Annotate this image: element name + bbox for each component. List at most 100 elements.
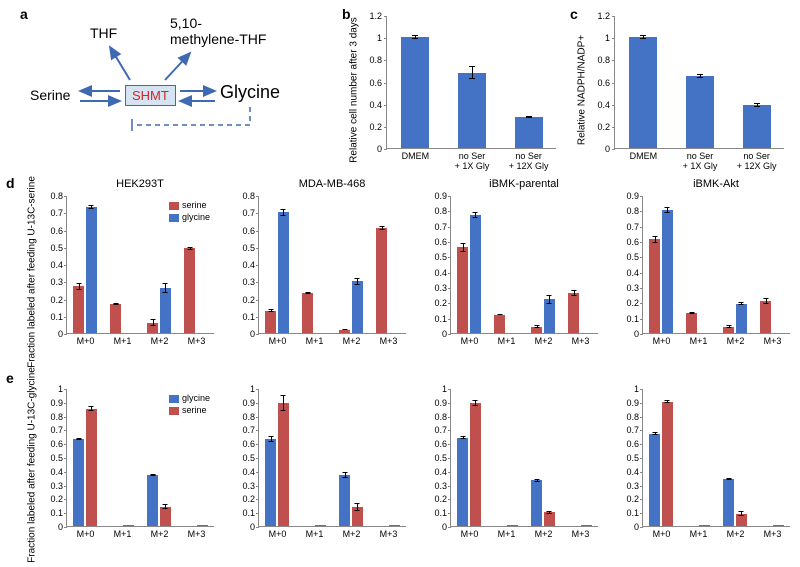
bar <box>470 215 482 333</box>
ytick: 0 <box>580 144 610 154</box>
grouped-chart: Fraction labeled after feeding U-13C-gly… <box>30 385 218 545</box>
plot-area: 00.10.20.30.40.50.60.70.8M+0M+1M+2M+3 <box>258 196 406 334</box>
grouped-chart: 00.10.20.30.40.50.60.70.80.91M+0M+1M+2M+… <box>414 385 602 545</box>
bar <box>110 304 122 333</box>
bar <box>470 403 482 526</box>
ytick: 0.2 <box>580 122 610 132</box>
legend-swatch <box>169 395 179 403</box>
bar <box>723 479 735 526</box>
panel-label-c: c <box>570 6 578 22</box>
bar <box>401 37 429 148</box>
bar <box>736 304 748 333</box>
ytick: 0.4 <box>580 100 610 110</box>
bar <box>649 434 661 526</box>
bar <box>160 507 172 526</box>
ylabel: Fraction labeled after feeding U-13C-gly… <box>27 367 38 563</box>
ytick: 1 <box>352 33 382 43</box>
legend-label: glycine <box>182 212 210 222</box>
chart-title: iBMK-parental <box>450 178 598 190</box>
bar <box>457 247 469 333</box>
ytick: 0.4 <box>352 100 382 110</box>
legend-swatch <box>169 202 179 210</box>
xtick: no Ser + 12X Gly <box>500 151 557 171</box>
bar <box>515 117 543 148</box>
bar <box>265 439 277 526</box>
plot-area: 00.10.20.30.40.50.60.70.80.9M+0M+1M+2M+3 <box>642 196 790 334</box>
legend-label: serine <box>182 405 207 415</box>
bar <box>531 480 543 526</box>
bar <box>662 402 674 526</box>
bar <box>86 409 98 526</box>
bar <box>494 315 506 333</box>
xtick: no Ser + 12X Gly <box>728 151 785 171</box>
bar <box>458 73 486 148</box>
bar <box>686 313 698 333</box>
plot-b: 00.20.40.60.811.2DMEMno Ser + 1X Glyno S… <box>386 16 556 149</box>
bar <box>581 525 593 526</box>
grouped-chart: Fraction labeled after feeding U-13C-ser… <box>30 192 218 352</box>
xtick: no Ser + 1X Gly <box>672 151 729 171</box>
chart-title: iBMK-Akt <box>642 178 790 190</box>
bar <box>649 239 661 333</box>
bar <box>662 210 674 333</box>
ytick: 0.2 <box>352 122 382 132</box>
legend-label: serine <box>182 200 207 210</box>
bar <box>457 438 469 526</box>
grouped-chart: iBMK-parental00.10.20.30.40.50.60.70.80.… <box>414 192 602 352</box>
bar <box>147 475 159 526</box>
ylabel: Fraction labeled after feeding U-13C-ser… <box>27 176 38 368</box>
ytick: 1.2 <box>352 11 382 21</box>
bar <box>376 228 388 333</box>
ytick: 0.6 <box>352 78 382 88</box>
bar <box>315 525 327 526</box>
plot-area: 00.10.20.30.40.50.60.70.80.91M+0M+1M+2M+… <box>258 389 406 527</box>
bar <box>197 525 209 526</box>
chart-title: MDA-MB-468 <box>258 178 406 190</box>
plot-c: 00.20.40.60.811.2DMEMno Ser + 1X Glyno S… <box>614 16 784 149</box>
bar <box>773 525 785 526</box>
panel-label-e: e <box>6 370 14 386</box>
bar <box>265 311 277 333</box>
ytick: 1.2 <box>580 11 610 21</box>
diagram-arrows <box>20 15 320 155</box>
bar <box>544 299 556 333</box>
bar <box>302 293 314 333</box>
chart-cell-number: Relative cell number after 3 days 00.20.… <box>350 12 560 167</box>
bar <box>86 207 98 333</box>
bar <box>73 439 85 526</box>
legend-swatch <box>169 214 179 222</box>
bar <box>339 475 351 526</box>
bar <box>123 525 135 526</box>
legend-label: glycine <box>182 393 210 403</box>
plot-area: 00.10.20.30.40.50.60.70.80.91M+0M+1M+2M+… <box>642 389 790 527</box>
grouped-chart: MDA-MB-46800.10.20.30.40.50.60.70.8M+0M+… <box>222 192 410 352</box>
ytick: 0.8 <box>352 55 382 65</box>
ytick: 0.6 <box>580 78 610 88</box>
bar <box>389 525 401 526</box>
legend: serine glycine <box>169 200 210 224</box>
bar <box>544 512 556 526</box>
plot-area: 00.10.20.30.40.50.60.70.80.91M+0M+1M+2M+… <box>450 389 598 527</box>
chart-title: HEK293T <box>66 178 214 190</box>
grouped-chart: 00.10.20.30.40.50.60.70.80.91M+0M+1M+2M+… <box>606 385 794 545</box>
bar <box>160 288 172 333</box>
grouped-chart: iBMK-Akt00.10.20.30.40.50.60.70.80.9M+0M… <box>606 192 794 352</box>
bar <box>760 301 772 333</box>
bar <box>743 105 771 148</box>
legend: glycine serine <box>169 393 210 417</box>
grouped-chart: 00.10.20.30.40.50.60.70.80.91M+0M+1M+2M+… <box>222 385 410 545</box>
chart-nadph: Relative NADPH/NADP+ 00.20.40.60.811.2DM… <box>578 12 788 167</box>
ytick: 0 <box>352 144 382 154</box>
bar <box>699 525 711 526</box>
xtick: DMEM <box>615 151 672 161</box>
bar <box>184 248 196 333</box>
bar <box>73 286 85 333</box>
bar <box>507 525 519 526</box>
xtick: DMEM <box>387 151 444 161</box>
bar <box>629 37 657 148</box>
xtick: no Ser + 1X Gly <box>444 151 501 171</box>
panel-label-d: d <box>6 175 15 191</box>
bar <box>278 212 290 333</box>
bar <box>568 293 580 333</box>
bar <box>278 403 290 526</box>
